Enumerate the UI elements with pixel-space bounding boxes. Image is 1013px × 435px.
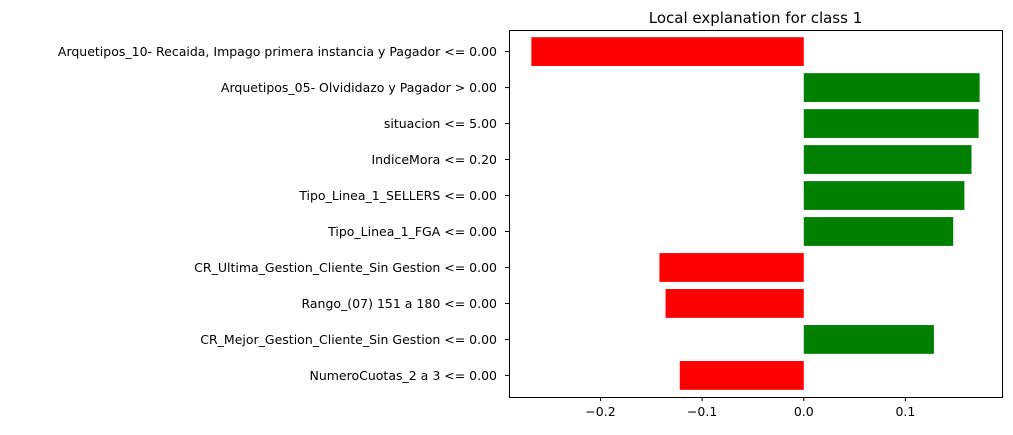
- y-tick-label: Arquetipos_05- Olvididazo y Pagador > 0.…: [221, 80, 497, 95]
- y-tick-labels: Arquetipos_10- Recaida, Impago primera i…: [58, 44, 509, 383]
- bars-group: [531, 37, 980, 390]
- y-tick-label: Tipo_Linea_1_FGA <= 0.00: [327, 224, 497, 239]
- bar-4: [803, 145, 972, 174]
- y-tick-label: Rango_(07) 151 a 180 <= 0.00: [301, 296, 497, 311]
- bar-9: [803, 325, 934, 354]
- y-tick-label: CR_Mejor_Gestion_Cliente_Sin Gestion <= …: [200, 332, 497, 347]
- bar-6: [803, 217, 954, 246]
- bar-10: [679, 361, 804, 390]
- x-tick-label: −0.2: [585, 404, 615, 419]
- x-tick-label: 0.0: [794, 404, 814, 419]
- y-tick-label: CR_Ultima_Gestion_Cliente_Sin Gestion <=…: [194, 260, 497, 275]
- y-tick-label: NumeroCuotas_2 a 3 <= 0.00: [309, 368, 497, 383]
- bar-1: [531, 37, 804, 66]
- x-tick-label: −0.1: [687, 404, 717, 419]
- bar-3: [803, 109, 979, 138]
- bar-5: [803, 181, 965, 210]
- x-ticks: −0.2 −0.1 0.0 0.1: [585, 397, 915, 419]
- chart-title: Local explanation for class 1: [649, 9, 863, 27]
- x-tick-label: 0.1: [895, 404, 915, 419]
- y-tick-label: Tipo_Linea_1_SELLERS <= 0.00: [298, 188, 497, 203]
- plot-frame: [509, 30, 1003, 398]
- bar-7: [659, 253, 804, 282]
- bar-8: [665, 289, 804, 318]
- bar-2: [803, 73, 980, 102]
- y-tick-label: situacion <= 5.00: [384, 116, 497, 131]
- y-tick-label: IndiceMora <= 0.20: [371, 152, 497, 167]
- y-tick-label: Arquetipos_10- Recaida, Impago primera i…: [58, 44, 497, 59]
